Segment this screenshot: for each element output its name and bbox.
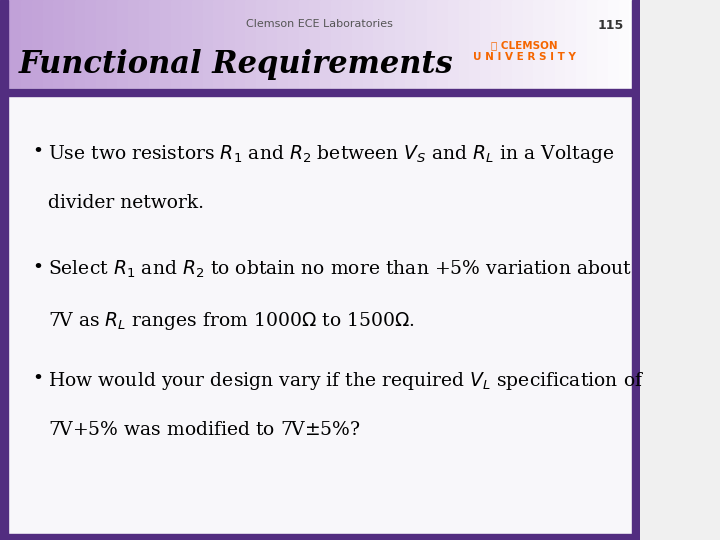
Bar: [22, 0, 33, 89]
Bar: [373, 0, 385, 89]
Bar: [341, 0, 354, 89]
Bar: [75, 0, 86, 89]
Bar: [266, 0, 279, 89]
Bar: [629, 0, 641, 89]
Text: •: •: [32, 370, 43, 388]
Bar: [523, 0, 534, 89]
Bar: [448, 0, 460, 89]
Bar: [192, 0, 204, 89]
Bar: [480, 0, 492, 89]
Bar: [246, 0, 257, 89]
Text: ⻜ CLEMSON
U N I V E R S I T Y: ⻜ CLEMSON U N I V E R S I T Y: [473, 40, 576, 62]
Bar: [107, 0, 119, 89]
Bar: [213, 0, 225, 89]
Bar: [202, 0, 215, 89]
Bar: [235, 0, 246, 89]
Bar: [469, 0, 481, 89]
Bar: [96, 0, 108, 89]
Bar: [363, 0, 374, 89]
Bar: [587, 0, 598, 89]
Bar: [554, 0, 567, 89]
Text: •: •: [32, 259, 43, 277]
Bar: [565, 0, 577, 89]
Text: How would your design vary if the required $V_L$ specification of: How would your design vary if the requir…: [48, 370, 644, 392]
Bar: [149, 0, 161, 89]
Bar: [618, 0, 631, 89]
Text: 7V as $R_L$ ranges from 1000$\Omega$ to 1500$\Omega$.: 7V as $R_L$ ranges from 1000$\Omega$ to …: [48, 310, 415, 333]
Text: Select $R_1$ and $R_2$ to obtain no more than +5% variation about: Select $R_1$ and $R_2$ to obtain no more…: [48, 259, 632, 280]
Bar: [256, 0, 268, 89]
Bar: [576, 0, 588, 89]
Bar: [139, 0, 150, 89]
Bar: [0, 534, 640, 540]
Bar: [426, 0, 438, 89]
Bar: [330, 0, 343, 89]
Text: Functional Requirements: Functional Requirements: [19, 49, 454, 80]
Bar: [416, 0, 428, 89]
Bar: [128, 0, 140, 89]
Bar: [299, 0, 310, 89]
Bar: [459, 0, 470, 89]
Text: Clemson ECE Laboratories: Clemson ECE Laboratories: [246, 19, 393, 29]
Bar: [288, 0, 300, 89]
Bar: [544, 0, 556, 89]
Bar: [608, 0, 620, 89]
Bar: [0, 0, 12, 89]
Bar: [437, 0, 449, 89]
Bar: [632, 0, 640, 540]
Text: Use two resistors $R_1$ and $R_2$ between $V_S$ and $R_L$ in a Voltage: Use two resistors $R_1$ and $R_2$ betwee…: [48, 143, 614, 165]
Text: •: •: [32, 143, 43, 161]
Bar: [277, 0, 289, 89]
Text: 115: 115: [598, 19, 624, 32]
Bar: [310, 0, 321, 89]
Bar: [85, 0, 97, 89]
Bar: [395, 0, 407, 89]
Bar: [320, 0, 332, 89]
Bar: [512, 0, 524, 89]
Bar: [64, 0, 76, 89]
Bar: [0, 89, 640, 540]
Bar: [534, 0, 545, 89]
Bar: [501, 0, 513, 89]
Bar: [42, 0, 55, 89]
Bar: [384, 0, 396, 89]
Bar: [0, 89, 640, 96]
Text: divider network.: divider network.: [48, 194, 204, 212]
Text: 7V+5% was modified to 7V$\pm$5%?: 7V+5% was modified to 7V$\pm$5%?: [48, 421, 361, 439]
Bar: [597, 0, 609, 89]
Bar: [117, 0, 130, 89]
Bar: [352, 0, 364, 89]
Bar: [160, 0, 172, 89]
Bar: [32, 0, 44, 89]
Bar: [11, 0, 22, 89]
Bar: [224, 0, 236, 89]
Bar: [171, 0, 183, 89]
Bar: [490, 0, 503, 89]
Bar: [405, 0, 417, 89]
Bar: [181, 0, 193, 89]
Bar: [53, 0, 66, 89]
Bar: [0, 0, 8, 540]
